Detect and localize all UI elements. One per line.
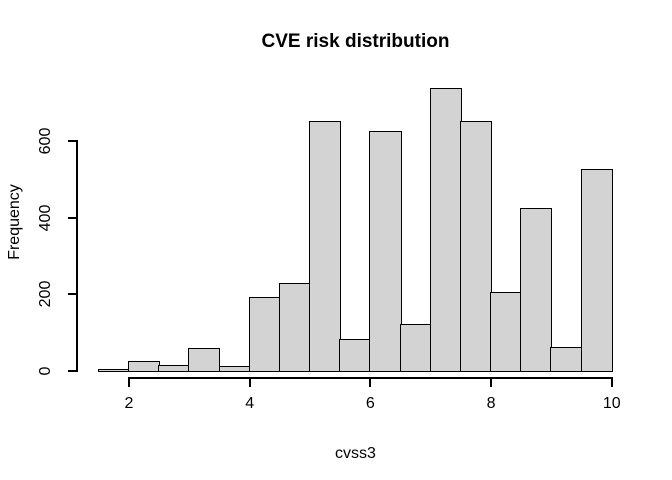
y-tick-label-text: 400 bbox=[37, 204, 54, 231]
histogram-bar bbox=[278, 282, 312, 372]
histogram-bar bbox=[369, 131, 402, 372]
x-axis-tick bbox=[248, 379, 251, 387]
histogram-bar bbox=[490, 292, 523, 372]
y-tick-label-text: 600 bbox=[37, 127, 54, 155]
x-tick-label: 4 bbox=[245, 395, 255, 412]
y-axis-title-text: Frequency bbox=[6, 184, 23, 260]
histogram-bar bbox=[127, 361, 161, 372]
histogram-bar bbox=[97, 369, 130, 372]
y-axis-tick bbox=[68, 139, 76, 142]
histogram-bar bbox=[429, 87, 462, 372]
histogram-bar bbox=[218, 365, 251, 372]
x-tick-label: 6 bbox=[365, 395, 375, 412]
histogram-bar bbox=[309, 121, 342, 372]
x-axis-title: cvss3 bbox=[335, 445, 376, 462]
y-axis-tick bbox=[68, 293, 76, 296]
x-tick-label: 10 bbox=[602, 395, 621, 412]
x-axis-tick bbox=[490, 379, 493, 387]
x-axis-tick bbox=[369, 379, 372, 387]
x-axis-tick bbox=[610, 379, 613, 387]
histogram-bar bbox=[339, 339, 372, 372]
histogram-bar bbox=[550, 346, 583, 372]
y-axis-tick bbox=[68, 370, 76, 372]
histogram-bar bbox=[399, 324, 432, 372]
x-axis-tick bbox=[127, 379, 130, 387]
histogram-bar bbox=[188, 348, 221, 372]
histogram-bar bbox=[520, 207, 553, 372]
chart-title: CVE risk distribution bbox=[261, 31, 450, 52]
y-tick-label-text: 0 bbox=[37, 366, 54, 376]
histogram-bar bbox=[580, 169, 613, 372]
y-axis-line bbox=[76, 139, 78, 372]
x-axis-line bbox=[127, 377, 613, 379]
histogram-bar bbox=[459, 120, 493, 372]
histogram-bar bbox=[248, 297, 281, 372]
histogram-bar bbox=[158, 365, 191, 372]
y-tick-label-text: 200 bbox=[37, 280, 54, 308]
y-axis-tick bbox=[68, 216, 76, 219]
x-tick-label: 2 bbox=[124, 395, 134, 412]
x-tick-label: 8 bbox=[486, 395, 496, 412]
